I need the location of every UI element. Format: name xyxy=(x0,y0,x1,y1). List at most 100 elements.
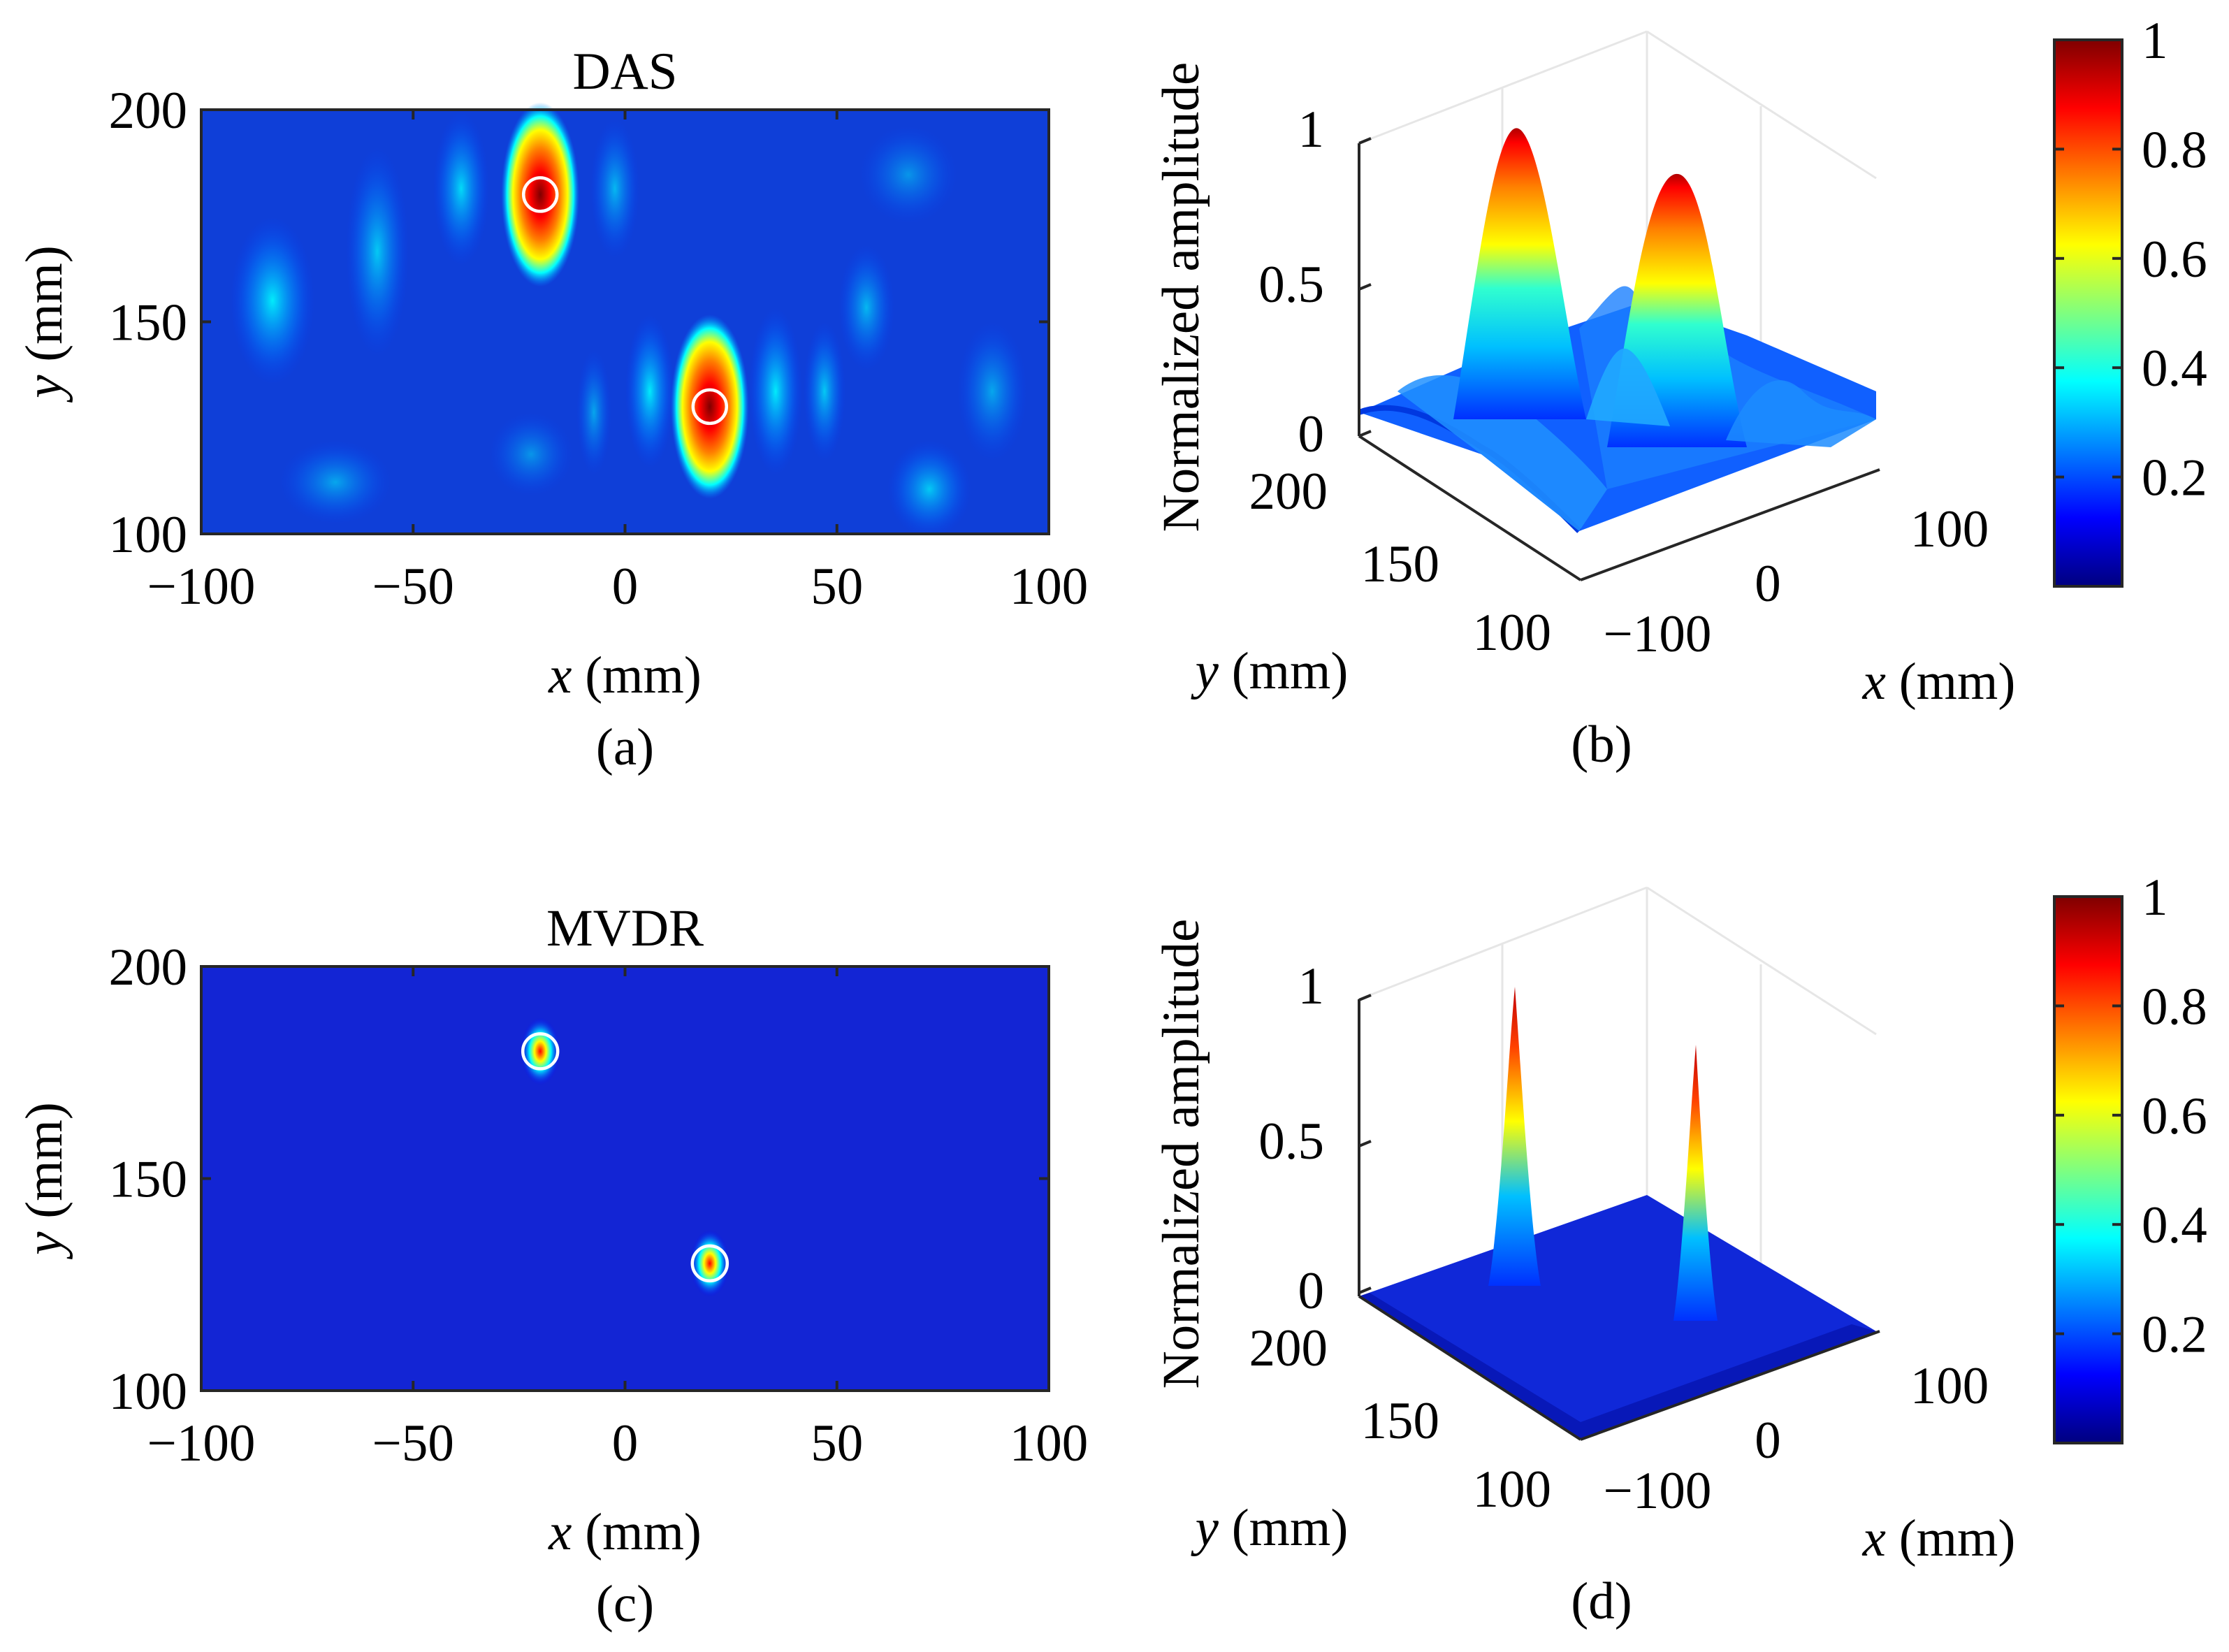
y-axis-label-var: y xyxy=(15,375,73,403)
y-tick-label: 100 xyxy=(1473,604,1552,662)
source-marker-2 xyxy=(691,388,729,426)
z-axis-label: Normalized amplitude xyxy=(1152,919,1210,1389)
z-tick-label: 0.5 xyxy=(1258,1113,1324,1171)
y-tick-label: 100 xyxy=(109,506,188,564)
z-tick-label: 0 xyxy=(1298,1262,1325,1320)
y-tick-label: 200 xyxy=(1249,463,1328,521)
colorbar-b: 0.2 0.4 0.6 0.8 1 xyxy=(2053,12,2207,588)
x-tick-label: 50 xyxy=(811,1414,863,1472)
x-tick-label: 100 xyxy=(1910,500,1989,558)
panel-caption: (c) xyxy=(596,1575,654,1633)
colorbar-gradient xyxy=(2053,895,2123,1444)
panel-b: 1 0.5 0 Normalized amplitude 200 150 100 −100 0 1… xyxy=(1152,12,2207,774)
x-tick-label: −50 xyxy=(372,558,454,616)
z-tick-1 xyxy=(1358,283,1372,291)
y-tick-label: 100 xyxy=(109,1363,188,1421)
y-tick-label: 150 xyxy=(1361,1392,1440,1450)
chart-title: DAS xyxy=(572,43,677,101)
z-tick-label: 1 xyxy=(1298,101,1325,159)
x-axis-label: x (mm) xyxy=(1862,653,2016,711)
z-tick-label: 0 xyxy=(1298,405,1325,463)
y-axis-label-unit: (mm) xyxy=(1219,642,1348,700)
x-axis-label-unit: (mm) xyxy=(1886,653,2015,711)
das-heatmap-image xyxy=(201,110,1049,534)
y-tick-label: 200 xyxy=(109,82,188,140)
colorbar-tick-label: 0.6 xyxy=(2142,1087,2207,1145)
z-tick-1 xyxy=(1358,1140,1372,1147)
z-tick-label: 0.5 xyxy=(1258,256,1324,314)
x-tick-label: 50 xyxy=(811,558,863,616)
das-source-blob-1 xyxy=(501,102,580,287)
z-tick-0 xyxy=(1358,994,1372,1001)
colorbar-gradient xyxy=(2053,38,2123,588)
mvdr-source-blob-2 xyxy=(690,1229,729,1297)
z-axis-label: Normalized amplitude xyxy=(1152,62,1210,532)
x-axis-label: x (mm) xyxy=(548,1503,702,1561)
das-source-blob-2 xyxy=(670,314,749,499)
y-tick-label: 100 xyxy=(1473,1461,1552,1519)
z-tick-0 xyxy=(1358,137,1372,145)
x-axis-label: x (mm) xyxy=(548,646,702,704)
panel-d: 1 0.5 0 Normalized amplitude 200 150 100 −100 0 1… xyxy=(1152,869,2207,1630)
axes-d xyxy=(1358,999,1880,1441)
colorbar-tick-label: 1 xyxy=(2142,869,2168,927)
colorbar-tick-label: 1 xyxy=(2142,12,2168,70)
z-tick-2 xyxy=(1358,1287,1372,1294)
x-tick-label: −100 xyxy=(1604,605,1712,663)
colorbar-d: 0.2 0.4 0.6 0.8 1 xyxy=(2053,869,2207,1444)
surface-b-labels: 1 0.5 0 Normalized amplitude 200 150 100 −100 0 1… xyxy=(1152,62,2015,774)
peak-b-1 xyxy=(1453,128,1586,419)
y-axis-label: y (mm) xyxy=(1191,1499,1349,1557)
y-tick-label: 200 xyxy=(1249,1319,1328,1377)
x-tick-label: 0 xyxy=(612,1414,639,1472)
panel-caption: (d) xyxy=(1571,1572,1632,1630)
y-axis-label-var: y xyxy=(15,1231,73,1260)
y-axis-label: y (mm) xyxy=(15,1102,73,1260)
y-axis-label: y (mm) xyxy=(1191,642,1349,700)
y-axis-label-var: y xyxy=(1191,642,1219,700)
x-tick-label: −50 xyxy=(372,1414,454,1472)
y-tick-label: 150 xyxy=(109,1151,188,1209)
x-axis-label-unit: (mm) xyxy=(572,1503,701,1561)
colorbar-tick-label: 0.4 xyxy=(2142,340,2207,398)
x-tick-label: −100 xyxy=(147,1414,256,1472)
source-marker-1 xyxy=(521,1032,560,1071)
y-axis-label-unit: (mm) xyxy=(15,1102,73,1231)
x-tick-label: 0 xyxy=(1755,555,1781,613)
panel-caption: (b) xyxy=(1571,716,1632,774)
x-axis-label-unit: (mm) xyxy=(1886,1509,2015,1567)
colorbar-tick-label: 0.6 xyxy=(2142,231,2207,289)
colorbar-tick-label: 0.8 xyxy=(2142,978,2207,1036)
panel-caption: (a) xyxy=(596,718,654,776)
y-axis-label-var: y xyxy=(1191,1499,1219,1557)
axes-b xyxy=(1358,143,1880,581)
colorbar-tick-label: 0.4 xyxy=(2142,1196,2207,1254)
x-tick-label: 100 xyxy=(1010,1414,1089,1472)
colorbar-tick-label: 0.2 xyxy=(2142,449,2207,507)
x-tick-label: −100 xyxy=(147,558,256,616)
surface-d-labels: 1 0.5 0 Normalized amplitude 200 150 100 −100 0 1… xyxy=(1152,919,2015,1630)
mvdr-heatmap-image xyxy=(201,966,1049,1391)
z-tick-2 xyxy=(1358,430,1372,437)
x-tick-label: −100 xyxy=(1604,1462,1712,1520)
surface-b xyxy=(1358,128,1876,533)
y-tick-label: 150 xyxy=(109,294,188,352)
source-marker-2 xyxy=(690,1244,729,1283)
x-axis-label-var: x xyxy=(1862,1509,1886,1567)
colorbar-tick-label: 0.2 xyxy=(2142,1306,2207,1364)
x-tick-label: 0 xyxy=(1755,1412,1781,1470)
y-axis-label-unit: (mm) xyxy=(1219,1499,1348,1557)
x-tick-label: 100 xyxy=(1910,1357,1989,1415)
x-axis-label-var: x xyxy=(548,646,572,704)
x-axis-label-var: x xyxy=(1862,653,1886,711)
y-tick-label: 150 xyxy=(1361,535,1440,593)
colorbar-tick-label: 0.8 xyxy=(2142,121,2207,179)
x-axis-label: x (mm) xyxy=(1862,1509,2016,1567)
mvdr-source-blob-1 xyxy=(521,1017,560,1085)
y-axis-label-unit: (mm) xyxy=(15,245,73,375)
peak-d-1 xyxy=(1488,987,1541,1286)
